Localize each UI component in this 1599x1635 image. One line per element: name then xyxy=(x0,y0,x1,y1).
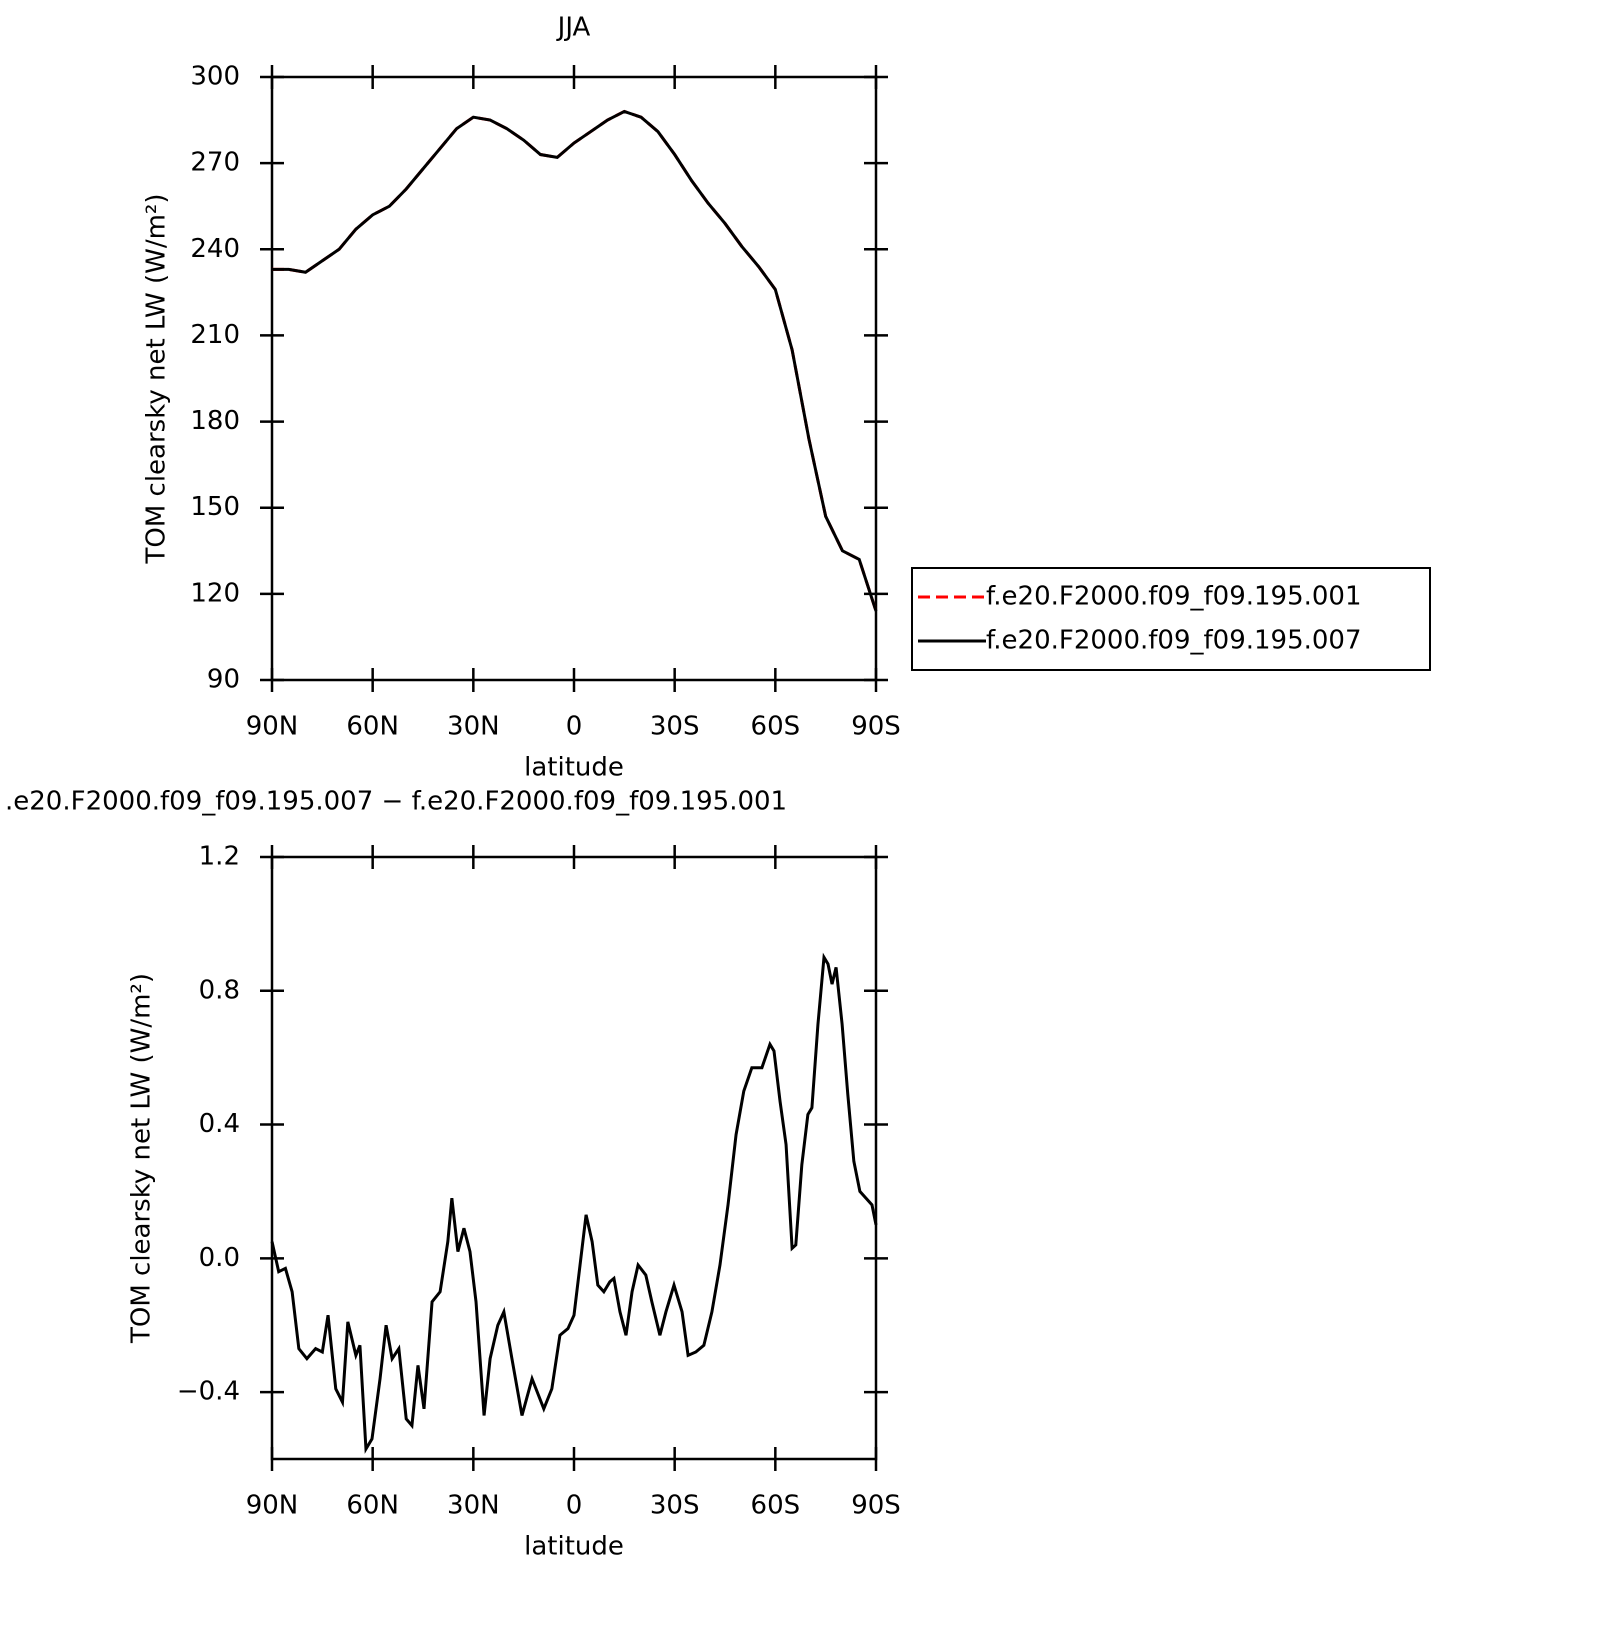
y-tick-label: 0.4 xyxy=(199,1109,240,1139)
data-line xyxy=(270,952,878,1454)
x-tick-label: 0 xyxy=(566,712,583,742)
y-tick-label: 180 xyxy=(190,406,240,436)
y-tick-label: 240 xyxy=(190,234,240,264)
y-tick-label: 120 xyxy=(190,578,240,608)
chart-title: .e20.F2000.f09_f09.195.007 − f.e20.F2000… xyxy=(5,787,787,817)
y-axis-label: TOM clearsky net LW (W/m²) xyxy=(127,973,157,1344)
x-tick-label: 90S xyxy=(851,712,901,742)
y-axis-label: TOM clearsky net LW (W/m²) xyxy=(142,193,172,564)
x-tick-label: 0 xyxy=(566,1491,583,1521)
chart-title: JJA xyxy=(556,13,591,43)
x-tick-label: 90N xyxy=(246,1491,299,1521)
x-axis-label: latitude xyxy=(524,1532,624,1562)
x-tick-label: 60S xyxy=(751,1491,801,1521)
x-axis-label: latitude xyxy=(524,753,624,783)
legend-box xyxy=(911,567,1431,671)
x-tick-label: 90N xyxy=(246,712,299,742)
x-tick-label: 60N xyxy=(346,712,399,742)
y-tick-label: 150 xyxy=(190,492,240,522)
data-line xyxy=(272,109,878,612)
x-tick-label: 30S xyxy=(650,1491,700,1521)
y-tick-label: 90 xyxy=(207,665,240,695)
y-tick-label: 270 xyxy=(190,148,240,178)
y-tick-label: 0.0 xyxy=(199,1243,240,1273)
y-tick-label: 1.2 xyxy=(199,842,240,872)
data-line xyxy=(272,109,878,612)
legend-label: f.e20.F2000.f09_f09.195.007 xyxy=(986,626,1362,656)
legend-label: f.e20.F2000.f09_f09.195.001 xyxy=(986,582,1362,612)
x-tick-label: 90S xyxy=(851,1491,901,1521)
x-tick-label: 60S xyxy=(751,712,801,742)
x-tick-label: 30S xyxy=(650,712,700,742)
x-tick-label: 60N xyxy=(346,1491,399,1521)
y-tick-label: 300 xyxy=(190,62,240,92)
y-tick-label: 0.8 xyxy=(199,975,240,1005)
plot-frame xyxy=(270,75,878,682)
x-tick-label: 30N xyxy=(447,1491,500,1521)
y-tick-label: 210 xyxy=(190,320,240,350)
x-tick-label: 30N xyxy=(447,712,500,742)
y-tick-label: −0.4 xyxy=(177,1377,240,1407)
